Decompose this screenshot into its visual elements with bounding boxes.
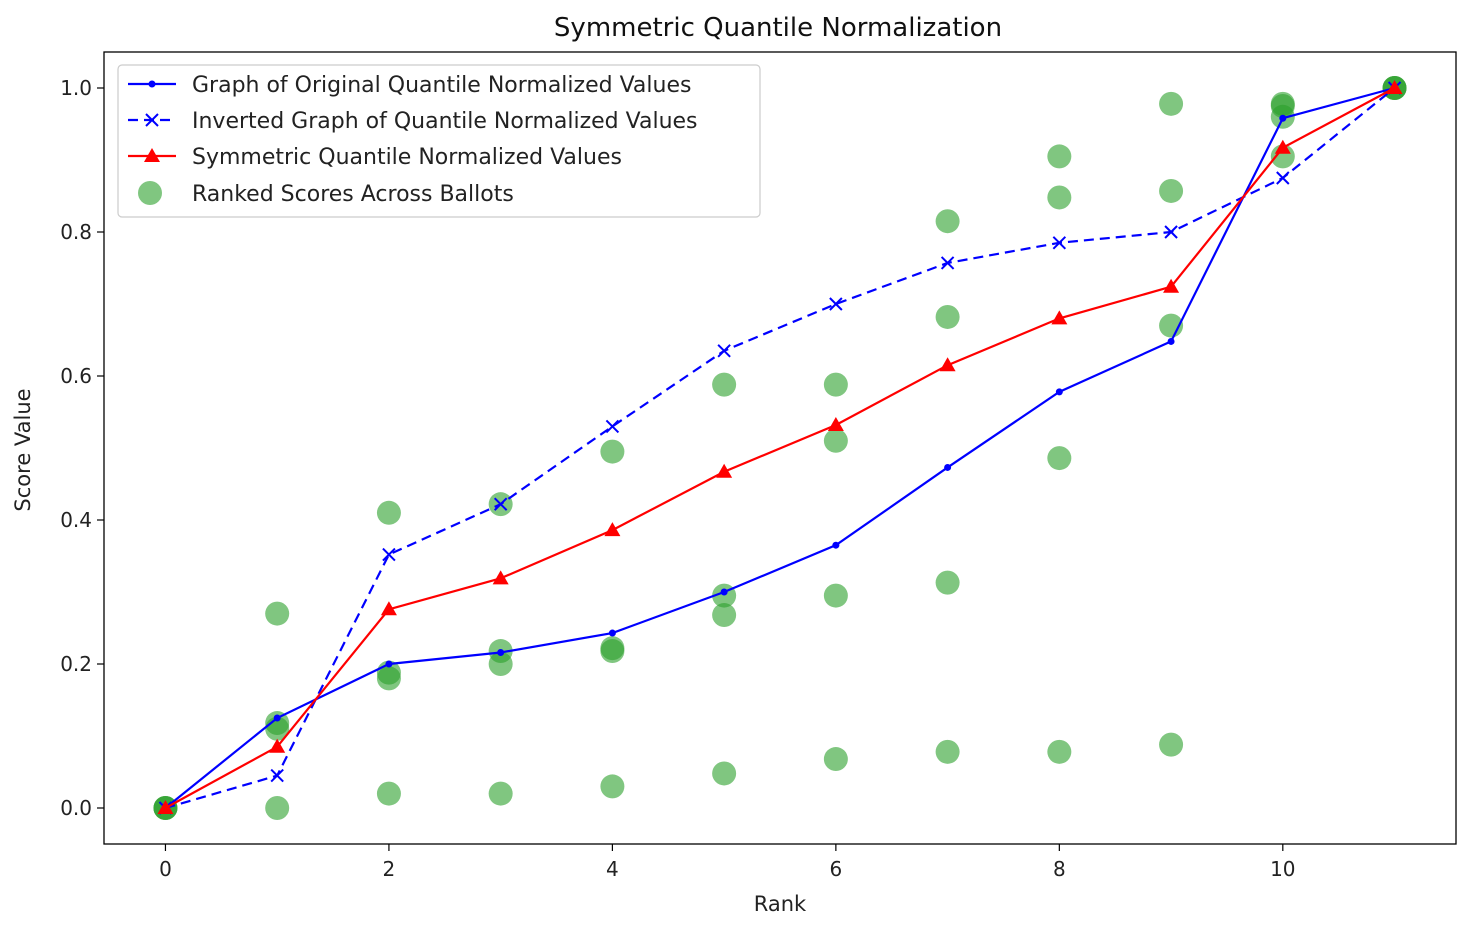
scatter-point: [823, 372, 848, 397]
scatter-point: [935, 304, 960, 329]
x-marker: [1164, 225, 1178, 239]
point-marker: [944, 463, 952, 471]
scatter-point: [935, 739, 960, 764]
point-marker: [720, 588, 728, 596]
scatter-point: [1159, 178, 1184, 203]
point-marker: [385, 660, 393, 668]
lines-layer: [157, 80, 1403, 815]
y-tick-label: 0.4: [60, 508, 92, 532]
y-tick-label: 0.8: [60, 220, 92, 244]
scatter-point: [1047, 739, 1072, 764]
x-tick-label: 8: [1053, 857, 1066, 881]
x-axis-label: Rank: [754, 892, 807, 916]
scatter-point: [935, 570, 960, 595]
x-tick-label: 0: [159, 857, 172, 881]
scatter-point: [600, 774, 625, 799]
point-marker: [497, 648, 505, 656]
triangle-marker: [1386, 80, 1403, 94]
scatter-point: [265, 711, 290, 736]
legend-item: Inverted Graph of Quantile Normalized Va…: [128, 109, 698, 134]
plot-frame: [103, 51, 1457, 845]
triangle-marker: [939, 357, 956, 372]
x-marker: [270, 768, 284, 783]
legend-item: Symmetric Quantile Normalized Values: [128, 145, 622, 170]
triangle-marker: [604, 522, 621, 537]
point-marker: [1167, 337, 1175, 345]
scatter-point: [265, 796, 290, 820]
triangle-marker: [269, 738, 286, 753]
triangle-marker: [380, 601, 397, 616]
y-tick-label: 0.0: [60, 796, 92, 820]
y-tick-label: 1.0: [60, 76, 92, 100]
legend-box: [117, 64, 761, 218]
x-tick-label: 2: [383, 857, 396, 881]
x-marker: [829, 297, 843, 311]
scatter-point: [823, 583, 848, 608]
scatter-point: [1047, 446, 1072, 471]
legend-label: Inverted Graph of Quantile Normalized Va…: [192, 109, 698, 134]
series-3: [157, 80, 1403, 814]
triangle-marker: [716, 463, 733, 478]
scatter-point: [1270, 91, 1295, 116]
series-line: [164, 87, 1396, 809]
scatter-point: [712, 372, 737, 397]
scatter-point: [376, 500, 401, 525]
x-marker: [493, 497, 508, 511]
point-marker: [608, 629, 616, 637]
x-tick-label: 6: [830, 857, 843, 881]
triangle-marker: [1163, 278, 1180, 293]
scatter-point: [823, 428, 848, 453]
scatter-point: [823, 747, 848, 772]
scatter-point: [1159, 732, 1184, 757]
scatter-point: [488, 781, 513, 806]
series-line: [165, 87, 1396, 810]
x-marker: [940, 256, 955, 270]
x-marker: [605, 419, 620, 434]
triangle-marker: [144, 148, 160, 162]
legend-item: Graph of Original Quantile Normalized Va…: [128, 73, 691, 98]
point-marker: [1279, 114, 1287, 122]
x-tick-label: 4: [606, 857, 619, 881]
triangle-marker: [157, 800, 174, 814]
scatter-point: [935, 209, 960, 234]
point-marker: [832, 541, 840, 549]
scatter-point: [600, 439, 625, 464]
point-marker: [273, 714, 281, 722]
scatter-point: [265, 601, 290, 626]
scatter-point: [1159, 91, 1184, 116]
chart-title: Symmetric Quantile Normalization: [554, 13, 1002, 43]
x-marker: [382, 547, 396, 562]
scatter-point: [376, 781, 401, 806]
scatter-point: [712, 603, 737, 628]
legend-label: Symmetric Quantile Normalized Values: [192, 145, 622, 170]
point-marker: [148, 80, 156, 88]
x-marker: [717, 344, 731, 358]
legend: Graph of Original Quantile Normalized Va…: [117, 64, 761, 218]
scatter-point: [1047, 144, 1072, 169]
legend-label: Graph of Original Quantile Normalized Va…: [192, 73, 691, 98]
legend-label: Ranked Scores Across Ballots: [192, 182, 514, 207]
triangle-marker: [492, 570, 509, 585]
x-tick-label: 10: [1270, 857, 1295, 881]
y-tick-label: 0.2: [60, 652, 92, 676]
scatter-point: [600, 636, 625, 661]
series-2: [158, 81, 1402, 815]
triangle-marker: [1051, 310, 1068, 325]
x-marker: [1052, 236, 1067, 250]
triangle-marker: [1274, 139, 1291, 154]
series-line: [164, 86, 1395, 809]
x-marker: [1276, 171, 1290, 185]
y-axis-label: Score Value: [11, 388, 35, 511]
point-marker: [1055, 388, 1063, 396]
scatter-point: [712, 761, 737, 786]
triangle-marker: [827, 416, 844, 431]
legend-item: Ranked Scores Across Ballots: [138, 181, 514, 207]
y-tick-label: 0.6: [60, 364, 92, 388]
legend-swatch: [138, 181, 162, 205]
ticks-layer: 0 2 4 6 8 10 0.0 0.2 0.4 0.6 0.8 1.0: [60, 76, 1295, 881]
scatter-point: [1047, 185, 1072, 210]
x-marker: [145, 113, 159, 127]
